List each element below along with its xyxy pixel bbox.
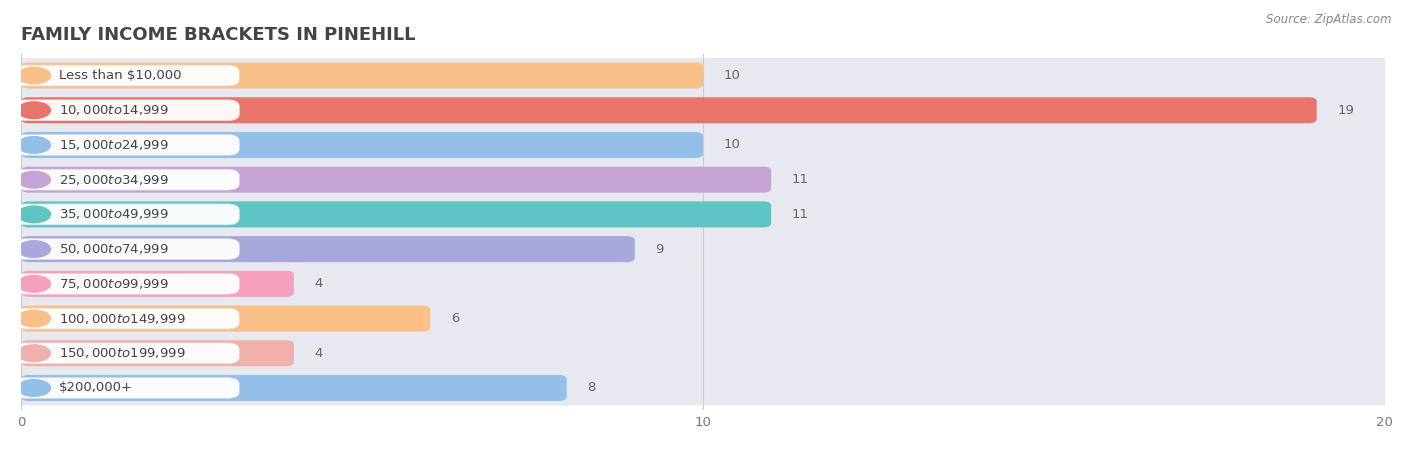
FancyBboxPatch shape — [21, 97, 1317, 123]
FancyBboxPatch shape — [21, 266, 1385, 302]
FancyBboxPatch shape — [14, 238, 239, 260]
FancyBboxPatch shape — [21, 301, 1385, 336]
Text: $50,000 to $74,999: $50,000 to $74,999 — [59, 242, 169, 256]
Circle shape — [18, 102, 51, 118]
Circle shape — [18, 241, 51, 257]
Text: $15,000 to $24,999: $15,000 to $24,999 — [59, 138, 169, 152]
Text: 10: 10 — [724, 139, 741, 152]
FancyBboxPatch shape — [21, 166, 772, 193]
FancyBboxPatch shape — [21, 132, 703, 158]
Text: 6: 6 — [451, 312, 460, 325]
FancyBboxPatch shape — [14, 308, 239, 329]
FancyBboxPatch shape — [14, 378, 239, 398]
FancyBboxPatch shape — [21, 127, 1385, 162]
FancyBboxPatch shape — [21, 58, 1385, 93]
FancyBboxPatch shape — [21, 197, 1385, 232]
Text: $10,000 to $14,999: $10,000 to $14,999 — [59, 103, 169, 117]
Text: $100,000 to $149,999: $100,000 to $149,999 — [59, 311, 186, 325]
FancyBboxPatch shape — [21, 306, 430, 332]
Text: Source: ZipAtlas.com: Source: ZipAtlas.com — [1267, 14, 1392, 27]
Text: $35,000 to $49,999: $35,000 to $49,999 — [59, 207, 169, 221]
FancyBboxPatch shape — [21, 271, 294, 297]
Text: $150,000 to $199,999: $150,000 to $199,999 — [59, 346, 186, 360]
Circle shape — [18, 137, 51, 153]
Text: $75,000 to $99,999: $75,000 to $99,999 — [59, 277, 169, 291]
FancyBboxPatch shape — [14, 135, 239, 155]
FancyBboxPatch shape — [21, 162, 1385, 197]
Text: 11: 11 — [792, 208, 808, 221]
Text: 4: 4 — [315, 347, 323, 360]
Text: 10: 10 — [724, 69, 741, 82]
FancyBboxPatch shape — [21, 340, 294, 366]
Text: 4: 4 — [315, 277, 323, 290]
FancyBboxPatch shape — [21, 63, 703, 89]
Circle shape — [18, 171, 51, 188]
Text: 8: 8 — [588, 382, 596, 395]
Circle shape — [18, 275, 51, 292]
Text: $200,000+: $200,000+ — [59, 382, 134, 395]
Text: $25,000 to $34,999: $25,000 to $34,999 — [59, 173, 169, 187]
Circle shape — [18, 67, 51, 84]
Circle shape — [18, 310, 51, 327]
Circle shape — [18, 345, 51, 362]
FancyBboxPatch shape — [21, 201, 772, 227]
FancyBboxPatch shape — [21, 370, 1385, 405]
Text: 9: 9 — [655, 243, 664, 256]
FancyBboxPatch shape — [14, 204, 239, 225]
Circle shape — [18, 380, 51, 396]
FancyBboxPatch shape — [14, 274, 239, 294]
FancyBboxPatch shape — [14, 169, 239, 190]
FancyBboxPatch shape — [21, 93, 1385, 128]
FancyBboxPatch shape — [21, 236, 636, 262]
Text: 11: 11 — [792, 173, 808, 186]
Text: Less than $10,000: Less than $10,000 — [59, 69, 181, 82]
Text: FAMILY INCOME BRACKETS IN PINEHILL: FAMILY INCOME BRACKETS IN PINEHILL — [21, 26, 416, 44]
Circle shape — [18, 206, 51, 223]
FancyBboxPatch shape — [14, 100, 239, 121]
Text: 19: 19 — [1337, 104, 1354, 117]
FancyBboxPatch shape — [21, 232, 1385, 267]
FancyBboxPatch shape — [21, 336, 1385, 371]
FancyBboxPatch shape — [21, 375, 567, 401]
FancyBboxPatch shape — [14, 343, 239, 364]
FancyBboxPatch shape — [14, 65, 239, 86]
